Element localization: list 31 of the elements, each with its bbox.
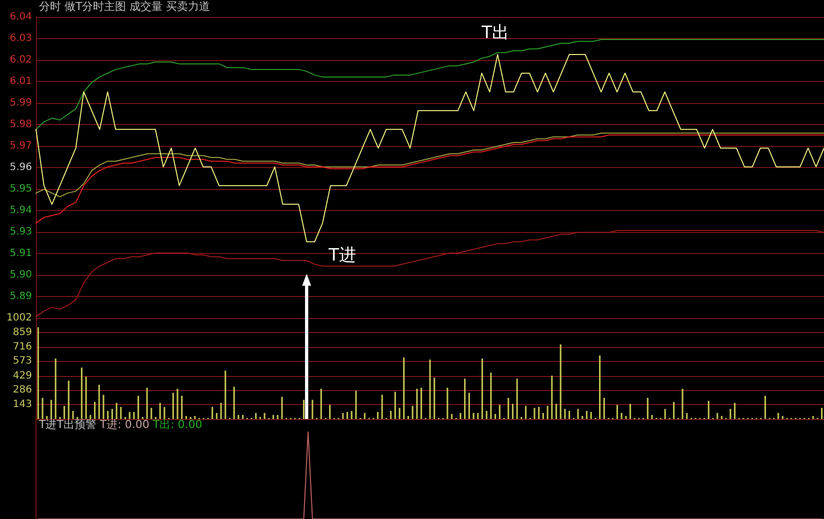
y-tick-label: 859 (12, 326, 32, 338)
annotation: T进: 0.00 (98, 418, 150, 431)
y-tick-label: 1002 (6, 312, 32, 324)
y-tick-label: 5.97 (10, 140, 32, 152)
y-tick-label: 5.94 (10, 204, 32, 216)
y-tick-label: 286 (12, 384, 32, 396)
y-tick-label: 716 (12, 341, 32, 352)
y-tick-label: 6.01 (10, 76, 32, 87)
line-series (36, 54, 824, 242)
y-tick-label: 5.99 (10, 97, 32, 108)
chart-title: T进T出预警 (38, 418, 96, 431)
y-tick-label: 5.93 (10, 226, 32, 238)
line-series (36, 132, 824, 198)
y-tick-label: 6.03 (10, 33, 32, 44)
y-tick-label: 5.91 (10, 248, 32, 260)
chart-title: 分时 做T分时主图 成交量 买卖力道 (39, 0, 210, 13)
y-tick-label: 573 (12, 356, 32, 367)
annotation: T出: 0.00 (152, 418, 202, 431)
y-tick-label: 143 (12, 399, 32, 410)
y-tick-label: 429 (12, 370, 32, 382)
y-tick-label: 5.98 (10, 119, 32, 130)
y-tick-label: 5.95 (10, 183, 32, 194)
y-tick-label: 6.02 (10, 54, 32, 66)
y-tick-label: 6.04 (10, 12, 32, 22)
line-series (36, 134, 824, 224)
y-tick-label: 5.96 (10, 162, 32, 174)
y-tick-label: 5.89 (10, 290, 32, 302)
y-tick-label: 5.90 (10, 270, 32, 281)
line-series (36, 38, 824, 130)
annotation: T出 (480, 22, 510, 43)
annotation: T进 (328, 245, 356, 266)
